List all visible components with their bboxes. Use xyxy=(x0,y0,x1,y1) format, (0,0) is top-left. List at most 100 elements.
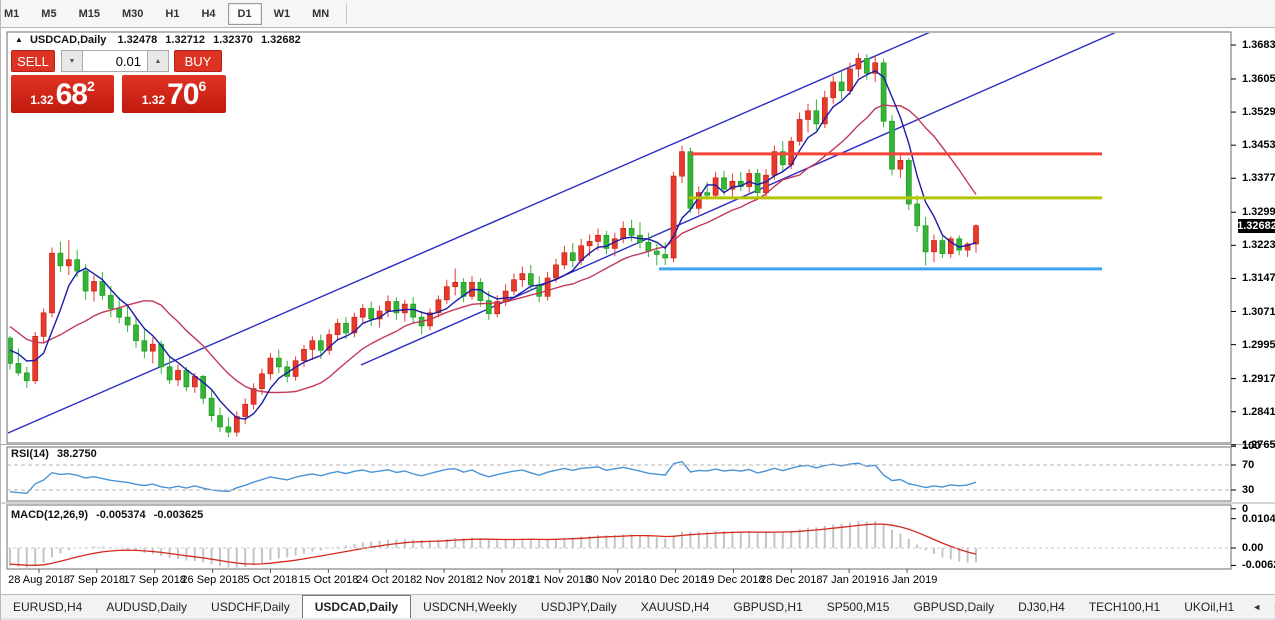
price-axis-label: 1.29170 xyxy=(1242,372,1275,385)
candle-body xyxy=(973,225,979,245)
candle-body xyxy=(401,303,408,314)
candle-body xyxy=(351,316,358,334)
scroll-right-button[interactable]: ► xyxy=(1267,600,1275,614)
candle-body xyxy=(569,252,576,261)
candle-body xyxy=(511,279,517,292)
rsi-value: 38.2750 xyxy=(56,448,97,460)
tab-sp500-m15[interactable]: SP500,M15 xyxy=(826,599,890,614)
lot-increase-button[interactable]: ▲ xyxy=(147,50,169,72)
candle-body xyxy=(527,273,534,286)
rsi-axis-label: 70 xyxy=(1242,459,1255,471)
candle-body xyxy=(653,250,660,255)
candle-body xyxy=(931,240,937,253)
tab-eurusd-h4[interactable]: EURUSD,H4 xyxy=(13,599,83,614)
date-axis-label: 15 Oct 2018 xyxy=(298,574,359,586)
rsi-layer xyxy=(9,460,977,495)
rsi-frame xyxy=(6,446,1232,502)
candle-body xyxy=(107,295,114,309)
candle-body xyxy=(275,357,282,368)
candle-body xyxy=(301,349,307,362)
candle-body xyxy=(225,426,232,433)
candle-body xyxy=(729,180,736,190)
candle-body xyxy=(679,151,685,177)
candle-body xyxy=(208,397,215,416)
candle-body xyxy=(343,322,349,334)
timeframe-button-m30[interactable]: M30 xyxy=(121,7,144,20)
candle-body xyxy=(947,238,954,254)
tab-usdchf-daily[interactable]: USDCHF,Daily xyxy=(211,599,290,614)
one-click-trade-panel: SELL ▼ 0.01 ▲ BUY 1.32 68 2 1.32 70 6 xyxy=(11,50,229,113)
tab-xauusd-h4[interactable]: XAUUSD,H4 xyxy=(640,599,710,614)
candle-body xyxy=(49,252,55,314)
tab-dj30-h4[interactable]: DJ30,H4 xyxy=(1018,599,1065,614)
candle-body xyxy=(40,312,47,337)
candle-body xyxy=(687,151,694,209)
date-axis-label: 17 Sep 2018 xyxy=(123,574,186,586)
ohlc-high: 1.32712 xyxy=(165,34,206,46)
candle-body xyxy=(309,340,316,350)
candle-body xyxy=(939,240,946,254)
candle-body xyxy=(544,277,551,297)
candle-body xyxy=(763,174,769,193)
buy-button[interactable]: BUY xyxy=(174,50,222,72)
sell-button[interactable]: SELL xyxy=(11,50,55,72)
candle-body xyxy=(821,97,828,125)
price-axis-label: 1.36050 xyxy=(1242,72,1275,85)
candle-body xyxy=(267,357,274,375)
candle-body xyxy=(746,173,753,187)
timeframe-button-h1[interactable]: H1 xyxy=(165,7,180,20)
bottom-strip xyxy=(1,618,1275,620)
candle-body xyxy=(586,241,593,247)
timeframe-button-m5[interactable]: M5 xyxy=(41,7,57,20)
candle-body xyxy=(897,160,904,170)
macd-axis-label: -0.006218 xyxy=(1242,559,1275,572)
symbol-tab-bar: EURUSD,H4 AUDUSD,Daily USDCHF,Daily USDCAD,… xyxy=(1,594,1275,618)
tab-usdjpy-daily[interactable]: USDJPY,Daily xyxy=(540,599,617,614)
sell-price-button[interactable]: 1.32 68 2 xyxy=(11,75,114,113)
scroll-left-button[interactable]: ◄ xyxy=(1252,601,1262,612)
tab-ukoil-h1[interactable]: UKOil,H1 xyxy=(1184,599,1235,614)
candle-body xyxy=(334,322,341,335)
chart-collapse-icon[interactable]: ▲ xyxy=(15,35,23,44)
candle-body xyxy=(250,388,257,405)
macd-layer xyxy=(9,521,977,568)
tab-usdcad-daily[interactable]: USDCAD,Daily xyxy=(301,595,412,618)
candle-body xyxy=(443,286,450,301)
tab-scroll-arrows: ◄► xyxy=(1246,595,1275,618)
candle-body xyxy=(133,324,139,342)
candle-body xyxy=(670,175,677,259)
candle-body xyxy=(754,173,761,193)
candle-body xyxy=(452,281,459,288)
tab-audusd-daily[interactable]: AUDUSD,Daily xyxy=(106,599,188,614)
candle-body xyxy=(863,58,870,74)
tab-gbpusd-daily[interactable]: GBPUSD,Daily xyxy=(913,599,995,614)
timeframe-button-mn[interactable]: MN xyxy=(312,7,330,20)
rsi-axis-label: 100 xyxy=(1242,440,1261,453)
candle-body xyxy=(502,290,509,302)
timeframe-button-m15[interactable]: M15 xyxy=(78,7,100,20)
date-axis-label: 7 Jan 2019 xyxy=(821,574,877,586)
rsi-axis-label: 30 xyxy=(1242,484,1255,496)
timeframe-button-m1[interactable]: M1 xyxy=(4,7,20,20)
candle-body xyxy=(435,299,442,314)
tab-tech100-h1[interactable]: TECH100,H1 xyxy=(1088,599,1161,614)
tab-gbpusd-h1[interactable]: GBPUSD,H1 xyxy=(733,599,803,614)
candle-body xyxy=(149,343,156,352)
date-axis-label: 26 Sep 2018 xyxy=(181,574,244,586)
candle-body xyxy=(158,343,165,368)
macd-pane-label: MACD(12,26,9) -0.005374 -0.003625 xyxy=(11,509,203,521)
tab-usdcnh-weekly[interactable]: USDCNH,Weekly xyxy=(423,599,517,614)
date-axis-label: 30 Nov 2018 xyxy=(586,574,649,586)
timeframe-button-h4[interactable]: H4 xyxy=(201,7,216,20)
candle-body xyxy=(553,264,559,279)
lot-size-input[interactable]: 0.01 xyxy=(83,50,147,72)
candle-body xyxy=(889,120,895,170)
timeframe-button-w1[interactable]: W1 xyxy=(273,7,291,20)
candle-body xyxy=(805,110,811,120)
lot-decrease-button[interactable]: ▼ xyxy=(61,50,83,72)
candle-body xyxy=(620,227,627,240)
timeframe-button-d1[interactable]: D1 xyxy=(227,2,262,25)
buy-price-button[interactable]: 1.32 70 6 xyxy=(122,75,226,113)
candle-body xyxy=(779,151,786,166)
